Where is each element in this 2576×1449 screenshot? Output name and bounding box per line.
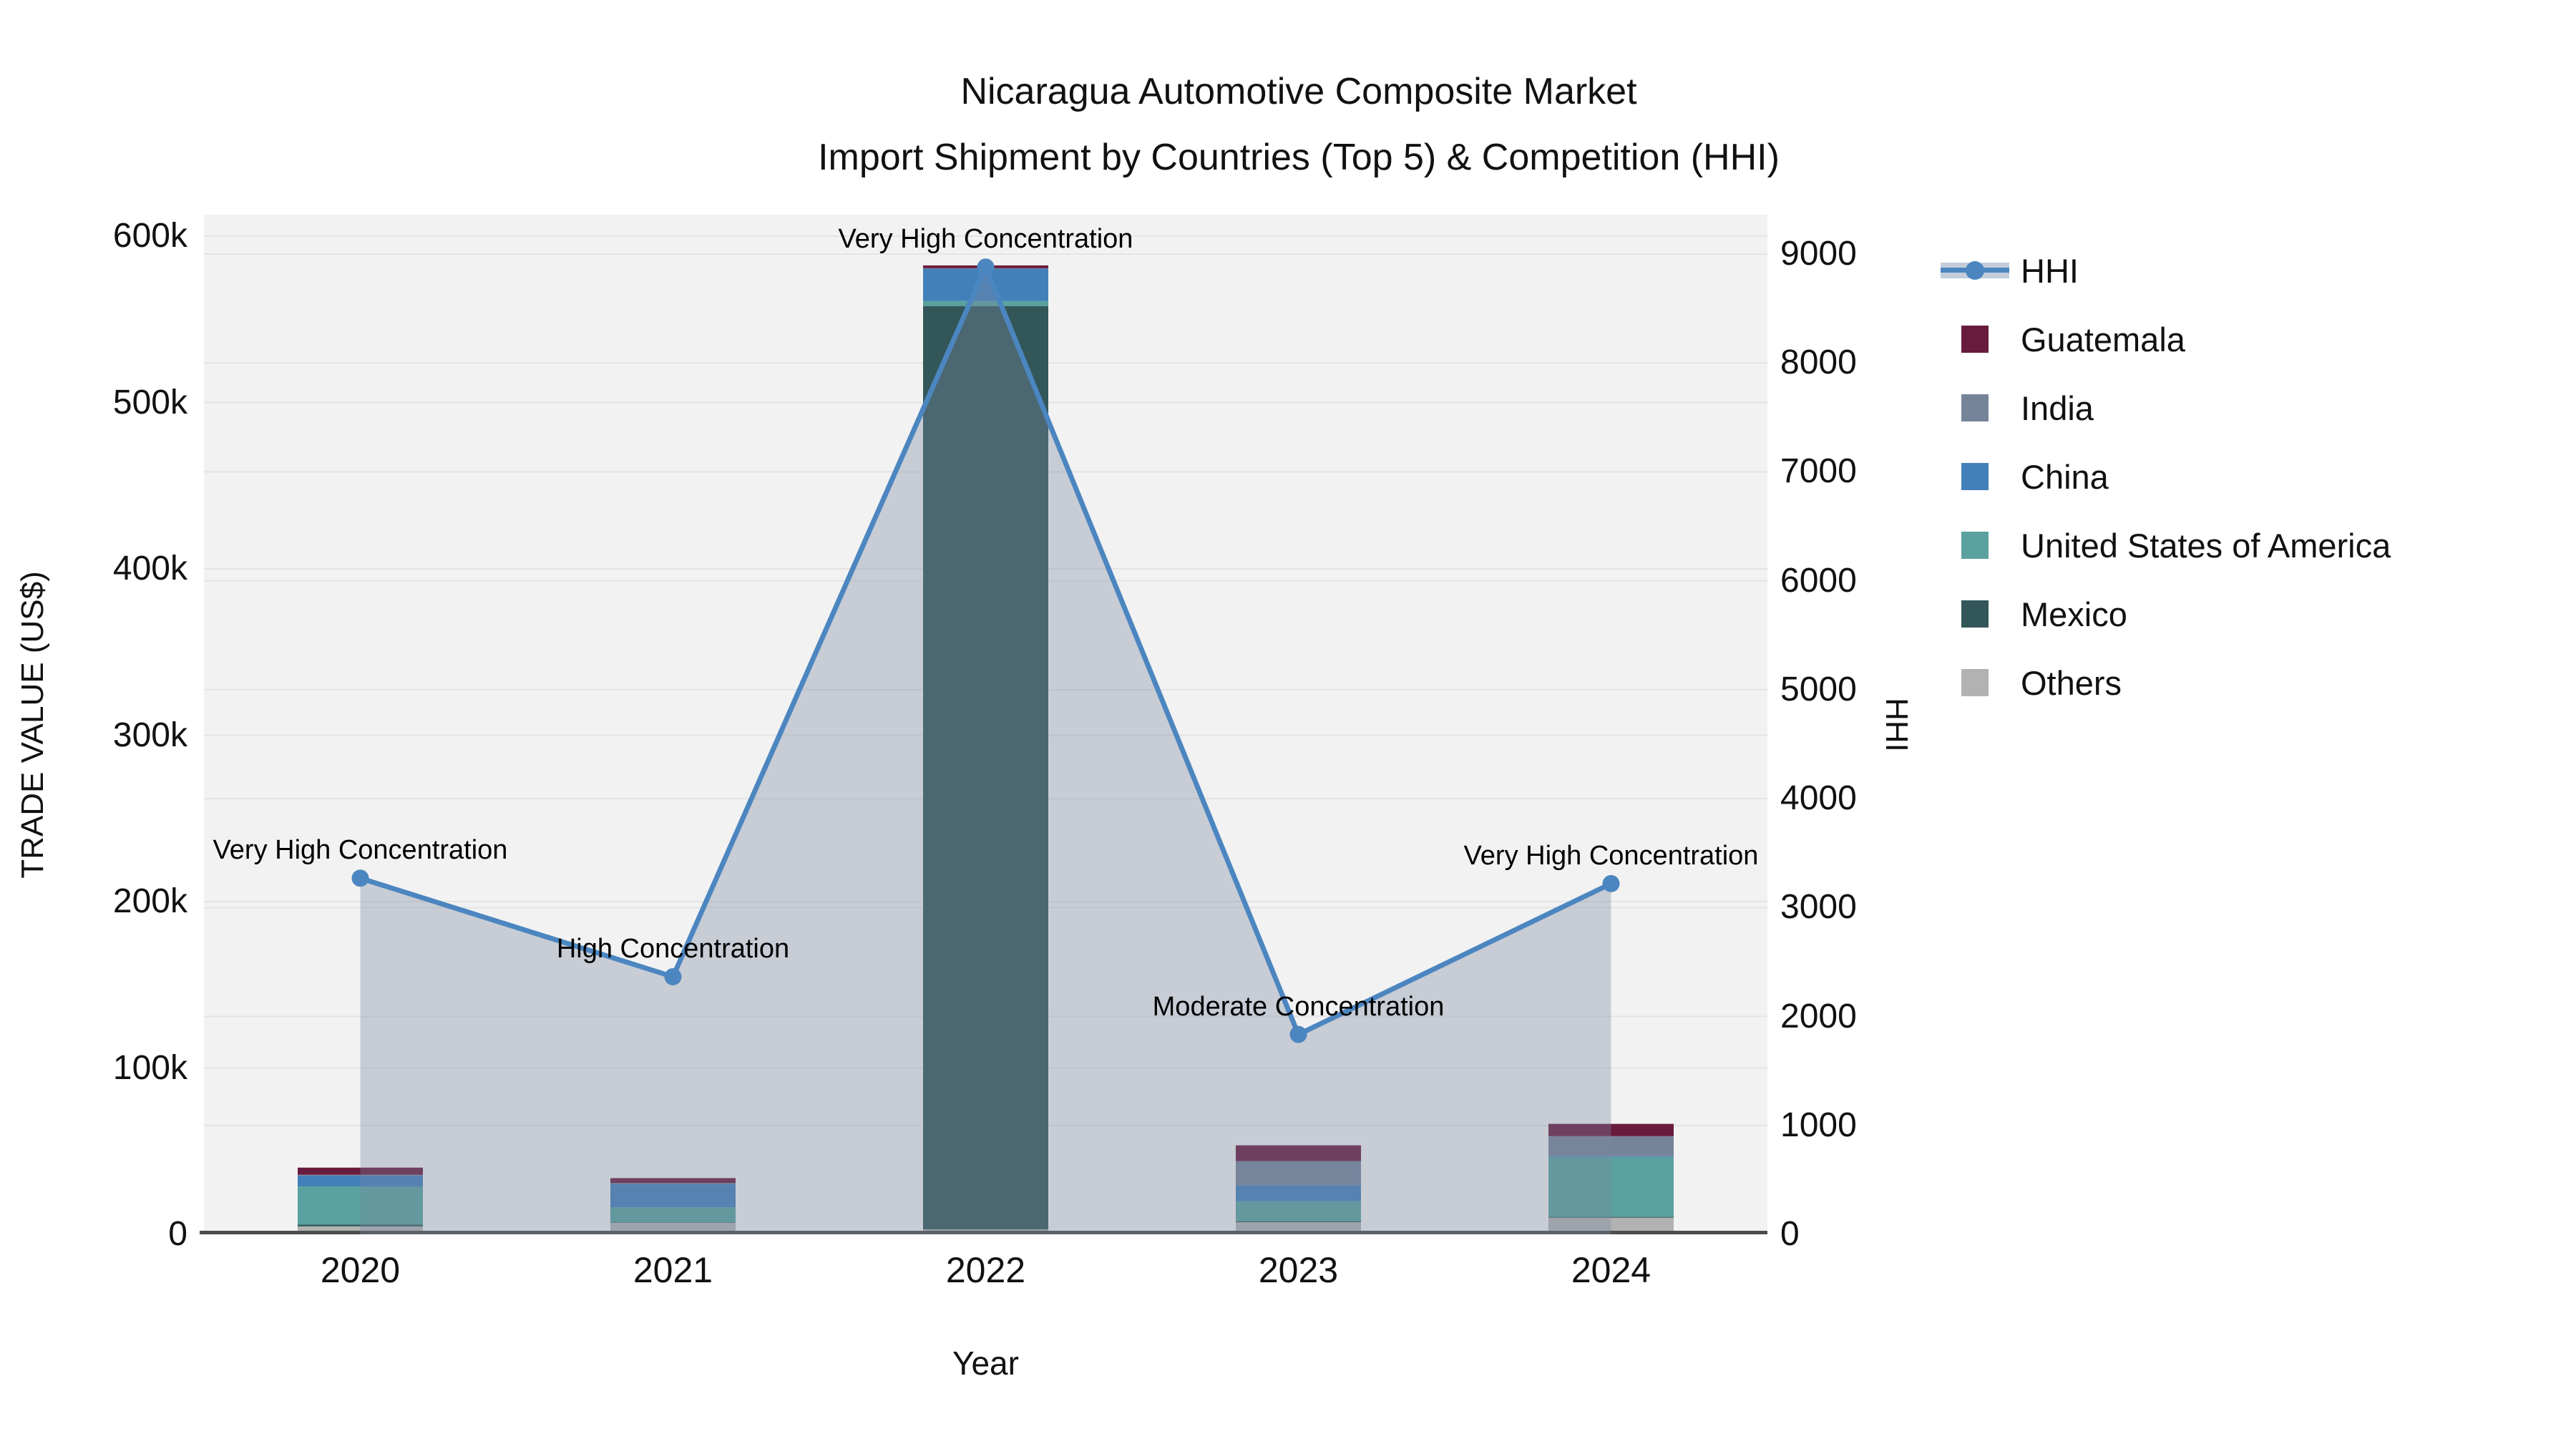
legend-item-China[interactable]: China	[1941, 442, 2391, 511]
bar-segment-2020-China[interactable]	[298, 1175, 423, 1187]
plot-canvas	[200, 235, 1767, 1235]
chart-title: Nicaragua Automotive Composite Market Im…	[11, 59, 2576, 190]
legend-item-Others[interactable]: Others	[1941, 648, 2391, 717]
right-axis-title-wrap: HHI	[1862, 215, 1931, 1234]
left-tick-200k: 200k	[112, 882, 187, 920]
annotation-2021: High Concentration	[556, 933, 790, 964]
annotation-2024: Very High Concentration	[1463, 840, 1759, 871]
legend-symbol-HHI	[1941, 256, 2009, 285]
left-tick-0: 0	[168, 1215, 187, 1253]
bar-segment-2023-United-States-of-America[interactable]	[1236, 1201, 1361, 1221]
legend-item-HHI[interactable]: HHI	[1941, 236, 2391, 305]
bar-segment-2020-Mexico[interactable]	[298, 1224, 423, 1226]
legend-item-Mexico[interactable]: Mexico	[1941, 580, 2391, 648]
bar-segment-2021-Guatemala[interactable]	[610, 1178, 736, 1184]
right-tick-3000: 3000	[1780, 888, 1857, 927]
bar-segment-2020-India[interactable]	[298, 1174, 423, 1176]
bar-segment-2023-Guatemala[interactable]	[1236, 1145, 1361, 1161]
chart-title-line2: Import Shipment by Countries (Top 5) & C…	[818, 137, 1780, 178]
legend-symbol-United-States-of-America	[1941, 531, 2009, 560]
annotation-2023: Moderate Concentration	[1152, 991, 1445, 1022]
legend-label-India: India	[2021, 389, 2094, 427]
legend-swatch-icon	[1961, 669, 1989, 696]
legend-label-HHI: HHI	[2021, 251, 2079, 290]
left-tick-500k: 500k	[112, 383, 187, 421]
bar-segment-2024-China[interactable]	[1548, 1156, 1674, 1157]
bar-segment-2023-Mexico[interactable]	[1236, 1221, 1361, 1223]
x-axis-title: Year	[952, 1345, 1019, 1382]
plot-area	[200, 215, 1767, 1235]
right-tick-6000: 6000	[1780, 561, 1857, 600]
annotation-2020: Very High Concentration	[213, 835, 508, 866]
legend-label-Others: Others	[2021, 663, 2122, 702]
right-tick-5000: 5000	[1780, 670, 1857, 708]
legend-label-United-States-of-America: United States of America	[2021, 526, 2391, 565]
left-tick-400k: 400k	[112, 550, 187, 587]
bar-segment-2022-United-States-of-America[interactable]	[923, 301, 1048, 306]
bar-segment-2021-India[interactable]	[610, 1183, 736, 1184]
chart-title-line1: Nicaragua Automotive Composite Market	[960, 71, 1637, 112]
bar-segment-2022-Mexico[interactable]	[923, 306, 1048, 1230]
bar-segment-2024-United-States-of-America[interactable]	[1548, 1156, 1674, 1217]
legend-item-United-States-of-America[interactable]: United States of America	[1941, 511, 2391, 580]
hhi-point-2021[interactable]	[664, 967, 682, 985]
legend-symbol-China	[1941, 462, 2009, 491]
bar-segment-2023-India[interactable]	[1236, 1161, 1361, 1186]
right-tick-1000: 1000	[1780, 1106, 1857, 1144]
legend-label-Guatemala: Guatemala	[2021, 320, 2185, 358]
bar-segment-2020-Others[interactable]	[298, 1226, 423, 1234]
legend-swatch-icon	[1961, 326, 1989, 353]
hhi-point-2022[interactable]	[977, 258, 995, 276]
x-tick-2024: 2024	[1571, 1250, 1652, 1290]
hhi-point-2020[interactable]	[351, 869, 369, 887]
bar-segment-2020-Guatemala[interactable]	[298, 1167, 423, 1175]
left-tick-600k: 600k	[112, 217, 187, 255]
legend-item-India[interactable]: India	[1941, 374, 2391, 442]
legend-symbol-Mexico	[1941, 600, 2009, 628]
legend-label-China: China	[2021, 457, 2109, 496]
bar-segment-2021-China[interactable]	[610, 1184, 736, 1208]
bar-segment-2023-China[interactable]	[1236, 1185, 1361, 1201]
legend-label-Mexico: Mexico	[2021, 595, 2127, 633]
right-tick-7000: 7000	[1780, 452, 1857, 491]
legend-item-Guatemala[interactable]: Guatemala	[1941, 305, 2391, 374]
left-tick-100k: 100k	[112, 1048, 187, 1087]
bar-segment-2021-United-States-of-America[interactable]	[610, 1207, 736, 1223]
bar-segment-2024-Guatemala[interactable]	[1548, 1123, 1674, 1136]
right-tick-4000: 4000	[1780, 779, 1857, 818]
right-tick-9000: 9000	[1780, 235, 1857, 273]
annotation-2022: Very High Concentration	[838, 224, 1133, 255]
legend-swatch-icon	[1961, 394, 1989, 421]
bar-segment-2021-Mexico[interactable]	[610, 1222, 736, 1223]
x-tick-2021: 2021	[633, 1250, 713, 1290]
right-axis-title: HHI	[1879, 697, 1914, 752]
hhi-point-2023[interactable]	[1289, 1025, 1307, 1043]
left-axis-title: TRADE VALUE (US$)	[15, 570, 50, 879]
x-tick-2022: 2022	[945, 1250, 1026, 1290]
left-tick-300k: 300k	[112, 716, 187, 754]
right-tick-8000: 8000	[1780, 343, 1857, 382]
bar-segment-2024-Mexico[interactable]	[1548, 1216, 1674, 1218]
legend-swatch-icon	[1961, 532, 1989, 559]
legend-swatch-icon	[1961, 463, 1989, 490]
bar-segment-2020-United-States-of-America[interactable]	[298, 1186, 423, 1225]
hhi-area	[360, 267, 1611, 1235]
legend: HHI Guatemala India China United States of A…	[1941, 236, 2391, 717]
left-axis-title-wrap: TRADE VALUE (US$)	[0, 215, 66, 1234]
right-tick-0: 0	[1780, 1215, 1800, 1253]
bar-segment-2024-India[interactable]	[1548, 1136, 1674, 1156]
legend-symbol-India	[1941, 394, 2009, 422]
bar-segment-2024-Others[interactable]	[1548, 1217, 1674, 1234]
legend-symbol-Others	[1941, 668, 2009, 697]
legend-symbol-Guatemala	[1941, 325, 2009, 353]
right-tick-2000: 2000	[1780, 997, 1857, 1035]
hhi-point-2024[interactable]	[1602, 874, 1620, 892]
x-tick-2023: 2023	[1258, 1250, 1339, 1290]
hhi-legend-marker-icon	[1966, 261, 1984, 280]
x-tick-2020: 2020	[320, 1250, 401, 1290]
legend-swatch-icon	[1961, 600, 1989, 628]
